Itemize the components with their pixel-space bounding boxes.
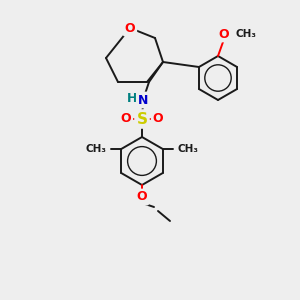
Text: H: H: [127, 92, 137, 106]
Text: CH₃: CH₃: [178, 144, 199, 154]
Text: O: O: [137, 190, 147, 203]
Text: N: N: [138, 94, 148, 106]
Text: S: S: [136, 112, 148, 127]
Text: CH₃: CH₃: [85, 144, 106, 154]
Text: O: O: [125, 22, 135, 34]
Text: O: O: [153, 112, 163, 125]
Text: CH₃: CH₃: [235, 29, 256, 39]
Text: O: O: [219, 28, 229, 40]
Text: O: O: [121, 112, 131, 125]
